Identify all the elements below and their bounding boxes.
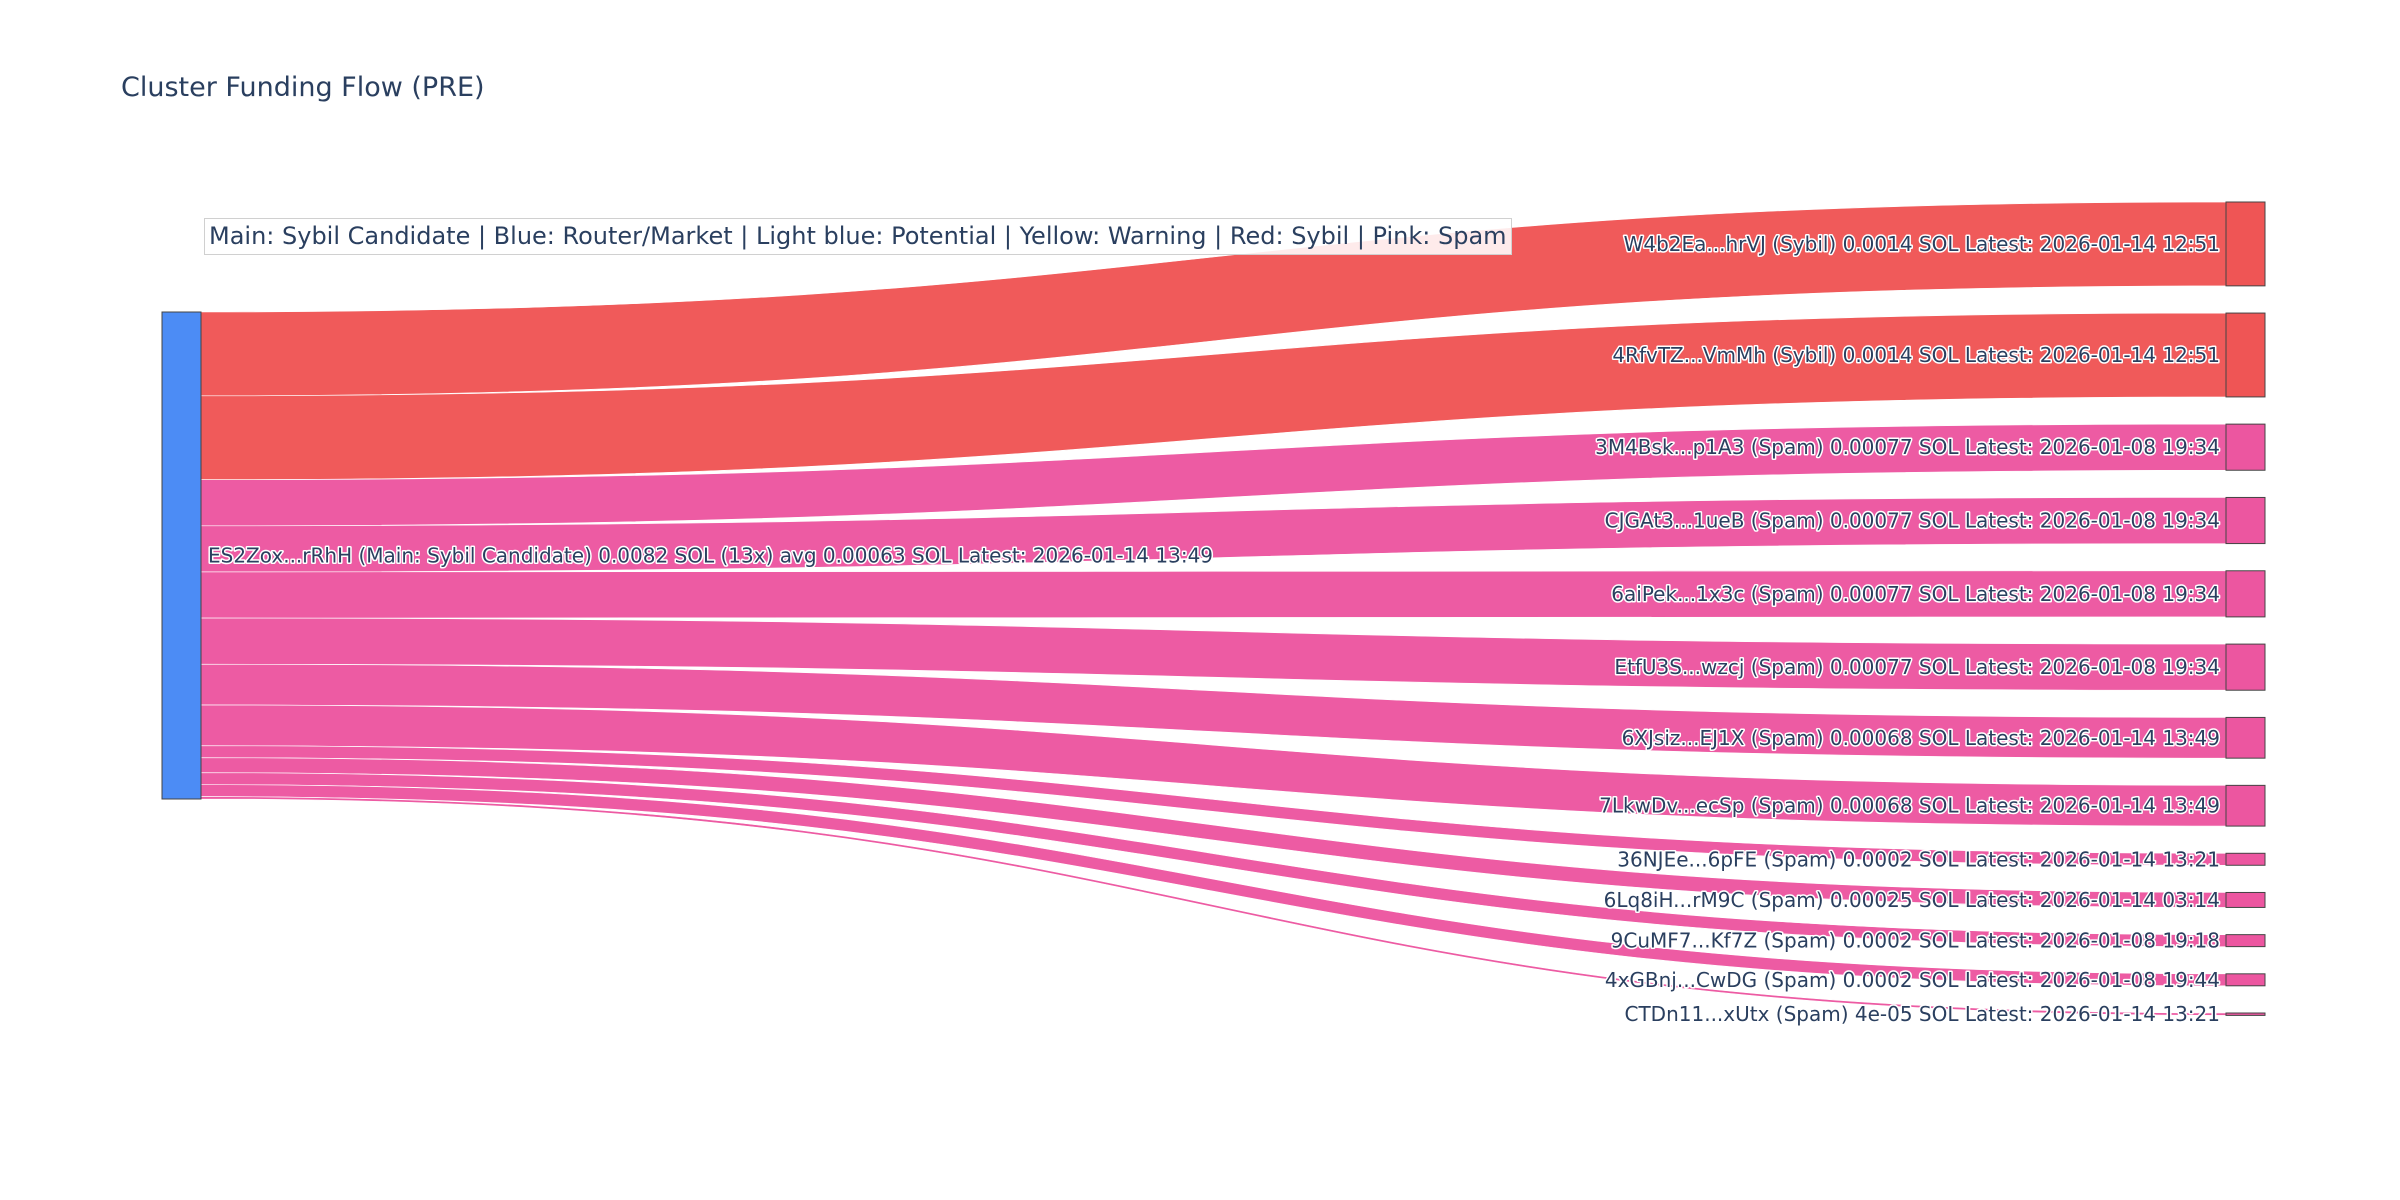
target-label-9: 36NJEe...6pFE (Spam) 0.0002 SOL Latest: … xyxy=(1617,847,2220,871)
target-label-13: CTDn11...xUtx (Spam) 4e-05 SOL Latest: 2… xyxy=(1625,1002,2221,1026)
sankey-links xyxy=(200,201,2227,1016)
target-node-4 xyxy=(2225,496,2266,545)
target-node-8 xyxy=(2225,784,2266,827)
target-node-12 xyxy=(2225,973,2266,987)
target-label-7: 6XJsiz...EJ1X (Spam) 0.00068 SOL Latest:… xyxy=(1622,726,2220,750)
sankey-labels: W4b2Ea...hrVJ (Sybil) 0.0014 SOL Latest:… xyxy=(207,230,2222,1027)
target-label-10: 6Lq8iH...rM9C (Spam) 0.00025 SOL Latest:… xyxy=(1604,888,2220,912)
legend-annotation: Main: Sybil Candidate | Blue: Router/Mar… xyxy=(204,218,1512,255)
chart-title: Cluster Funding Flow (PRE) xyxy=(121,72,485,103)
target-node-10 xyxy=(2225,891,2266,908)
target-label-6: EtfU3S...wzcj (Spam) 0.00077 SOL Latest:… xyxy=(1614,655,2220,679)
target-node-1 xyxy=(2225,201,2266,287)
target-label-8: 7LkwDv...ecSp (Spam) 0.00068 SOL Latest:… xyxy=(1599,794,2220,818)
target-label-4: CJGAt3...1ueB (Spam) 0.00077 SOL Latest:… xyxy=(1605,509,2220,533)
sankey-nodes xyxy=(161,201,2266,1016)
target-label-3: 3M4Bsk...p1A3 (Spam) 0.00077 SOL Latest:… xyxy=(1595,435,2220,459)
target-node-2 xyxy=(2225,312,2266,398)
target-label-12: 4xGBnj...CwDG (Spam) 0.0002 SOL Latest: … xyxy=(1605,968,2220,992)
target-node-5 xyxy=(2225,570,2266,618)
target-node-13 xyxy=(2225,1012,2266,1016)
target-node-7 xyxy=(2225,716,2266,759)
target-node-9 xyxy=(2225,852,2266,866)
target-label-1: W4b2Ea...hrVJ (Sybil) 0.0014 SOL Latest:… xyxy=(1624,232,2220,256)
source-label: ES2Zox...rRhH (Main: Sybil Candidate) 0.… xyxy=(208,544,1213,568)
target-node-11 xyxy=(2225,934,2266,948)
target-label-11: 9CuMF7...Kf7Z (Spam) 0.0002 SOL Latest: … xyxy=(1611,929,2220,953)
target-node-3 xyxy=(2225,423,2266,471)
target-label-2: 4RfvTZ...VmMh (Sybil) 0.0014 SOL Latest:… xyxy=(1612,343,2220,367)
target-node-6 xyxy=(2225,643,2266,691)
source-node xyxy=(161,311,202,800)
target-label-5: 6aiPek...1x3c (Spam) 0.00077 SOL Latest:… xyxy=(1611,582,2220,606)
